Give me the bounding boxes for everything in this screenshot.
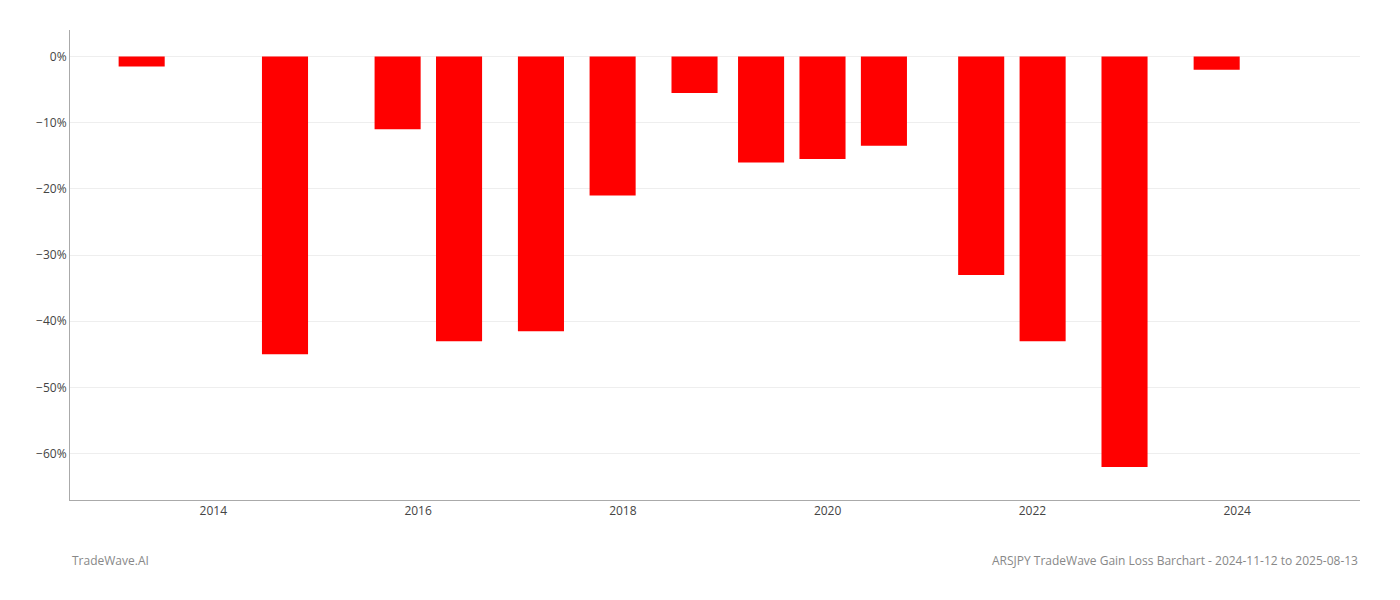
svg-text:−50%: −50% xyxy=(36,379,67,396)
svg-text:2016: 2016 xyxy=(404,502,432,519)
svg-text:2022: 2022 xyxy=(1019,502,1047,519)
svg-text:0%: 0% xyxy=(50,48,67,65)
svg-text:−40%: −40% xyxy=(36,312,67,329)
svg-text:TradeWave.AI: TradeWave.AI xyxy=(72,552,149,569)
svg-text:2018: 2018 xyxy=(609,502,637,519)
svg-text:2024: 2024 xyxy=(1223,502,1251,519)
svg-text:−60%: −60% xyxy=(36,445,67,462)
svg-text:−20%: −20% xyxy=(36,180,67,197)
svg-text:2014: 2014 xyxy=(200,502,228,519)
svg-text:ARSJPY TradeWave Gain Loss Bar: ARSJPY TradeWave Gain Loss Barchart - 20… xyxy=(992,552,1358,569)
svg-text:−10%: −10% xyxy=(36,114,67,131)
svg-text:−30%: −30% xyxy=(36,246,67,263)
svg-text:2020: 2020 xyxy=(814,502,842,519)
